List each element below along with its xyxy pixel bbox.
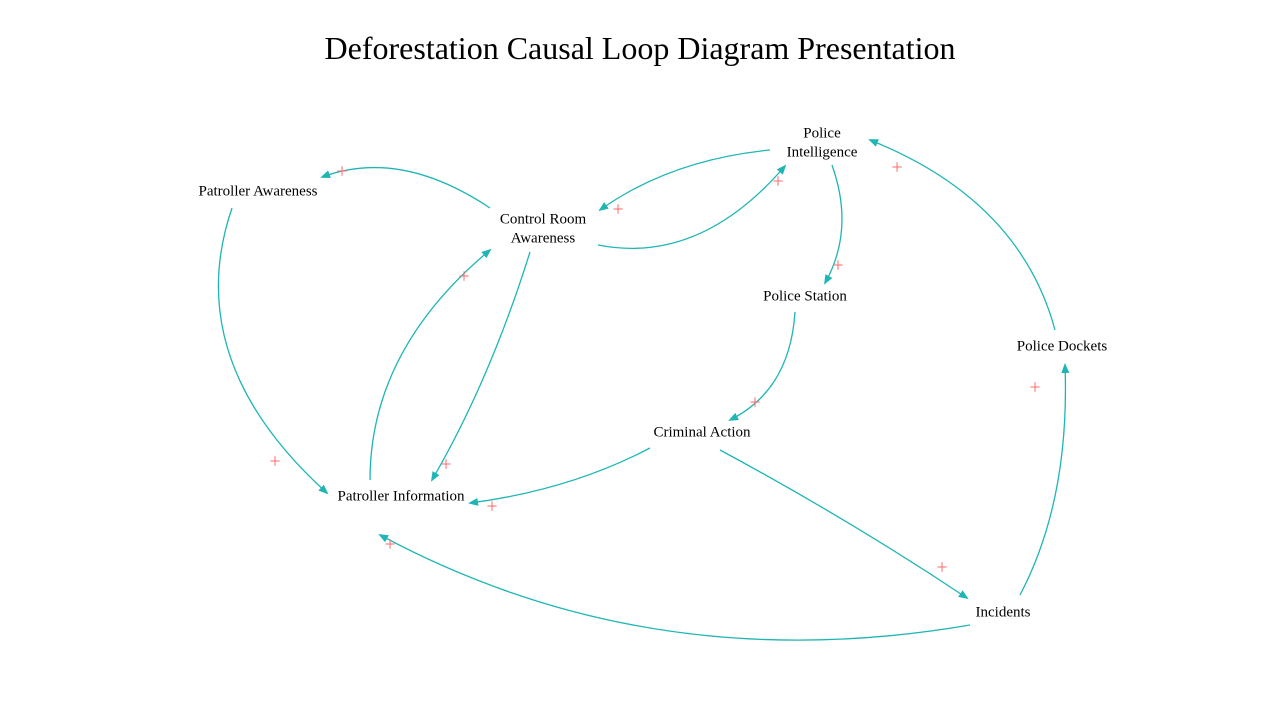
polarity-mark: + — [269, 451, 280, 474]
edge-control_room-to-police_intel — [598, 166, 785, 248]
node-patroller_info: Patroller Information — [337, 488, 464, 507]
polarity-mark: + — [612, 199, 623, 222]
edge-incidents-to-patroller_info — [380, 535, 970, 640]
polarity-mark: + — [1029, 377, 1040, 400]
polarity-mark: + — [384, 534, 395, 557]
polarity-mark: + — [458, 266, 469, 289]
node-criminal_action: Criminal Action — [653, 424, 750, 443]
polarity-mark: + — [832, 255, 843, 278]
polarity-mark: + — [336, 161, 347, 184]
edge-police_intel-to-control_room — [600, 150, 770, 210]
polarity-mark: + — [891, 157, 902, 180]
edge-patroller_info-to-control_room — [370, 250, 490, 480]
node-police_station: Police Station — [763, 288, 847, 307]
edge-incidents-to-police_dockets — [1020, 365, 1065, 595]
polarity-mark: + — [772, 171, 783, 194]
node-control_room: Control RoomAwareness — [500, 210, 586, 248]
edge-police_station-to-criminal_action — [730, 312, 795, 420]
polarity-mark: + — [486, 496, 497, 519]
polarity-mark: + — [440, 454, 451, 477]
edge-control_room-to-patroller_info — [432, 252, 530, 480]
node-police_dockets: Police Dockets — [1017, 338, 1107, 357]
node-police_intel: PoliceIntelligence — [787, 124, 858, 162]
node-incidents: Incidents — [976, 604, 1031, 623]
node-patroller_awareness: Patroller Awareness — [198, 183, 317, 202]
polarity-mark: + — [749, 392, 760, 415]
polarity-mark: + — [936, 557, 947, 580]
edge-criminal_action-to-incidents — [720, 450, 967, 598]
page-title: Deforestation Causal Loop Diagram Presen… — [325, 30, 956, 67]
diagram-edges — [0, 0, 1280, 720]
